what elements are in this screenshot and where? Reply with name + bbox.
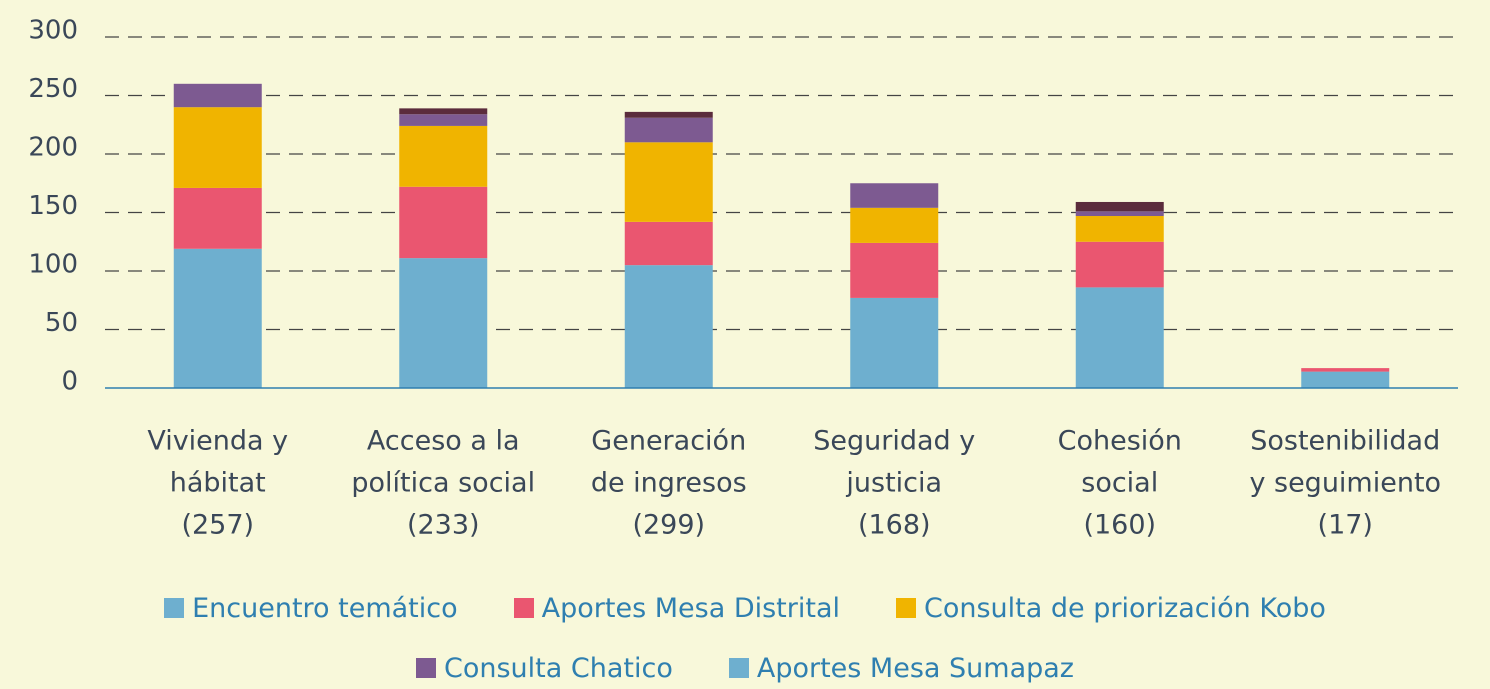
legend-swatch: [896, 598, 916, 618]
bar-segment: [399, 186, 488, 259]
x-tick-label: hábitat: [170, 468, 266, 499]
x-tick-label: y seguimiento: [1249, 468, 1441, 499]
legend-swatch: [164, 598, 185, 618]
chart: 0 50 100 150 200 250 300 Vivienda y hábitat (257)…: [28, 16, 1458, 541]
x-tick-label: social: [1081, 468, 1158, 499]
bar-segment: [850, 183, 939, 208]
bar-segment: [624, 117, 713, 143]
bar-segment: [173, 107, 262, 188]
legend: Encuentro temático Aportes Mesa Distrital…: [100, 588, 1390, 688]
x-tick-label: Cohesión: [1058, 426, 1182, 457]
x-tick-label: (17): [1318, 510, 1373, 541]
x-tick-label: Seguridad y: [813, 426, 975, 457]
y-tick-label: 200: [28, 133, 78, 163]
x-tick-label: justicia: [845, 468, 942, 499]
bar-segment: [399, 258, 488, 388]
bar-segment: [624, 265, 713, 388]
x-tick-label: Sostenibilidad: [1250, 426, 1440, 457]
bar-segment: [850, 242, 939, 298]
legend-item: Aportes Mesa Sumapaz: [728, 648, 1074, 688]
x-tick-label: (160): [1083, 510, 1156, 541]
legend-label: Aportes Mesa Distrital: [541, 592, 840, 624]
bar-segment: [1075, 201, 1164, 212]
legend-item: Consulta Chatico: [416, 648, 673, 688]
bar-segment: [1301, 368, 1390, 372]
x-tick-label: (168): [858, 510, 931, 541]
bar-segment: [624, 142, 713, 222]
x-tick-label: Acceso a la: [367, 426, 520, 457]
bar-segment: [1075, 287, 1164, 388]
bar-segment: [850, 297, 939, 388]
legend-swatch: [416, 658, 436, 678]
y-tick-label: 100: [28, 250, 78, 280]
legend-item: Encuentro temático: [164, 588, 458, 628]
y-tick-label: 50: [45, 308, 78, 338]
bar-segment: [850, 207, 939, 243]
y-tick-label: 250: [28, 74, 78, 104]
bar-segment: [624, 221, 713, 266]
bar-segment: [173, 248, 262, 388]
bar-segment: [399, 125, 488, 187]
x-tick-label: Vivienda y: [147, 426, 288, 457]
legend-swatch: [728, 658, 749, 678]
legend-item: Aportes Mesa Distrital: [513, 588, 840, 628]
x-tick-label: política social: [351, 468, 535, 499]
legend-label: Encuentro temático: [192, 592, 458, 624]
x-tick-label: de ingresos: [591, 468, 747, 499]
y-tick-label: 0: [61, 367, 78, 397]
legend-label: Consulta de priorización Kobo: [924, 592, 1326, 624]
x-tick-label: (299): [632, 510, 705, 541]
bar-segment: [1075, 216, 1164, 242]
y-tick-label: 150: [28, 191, 78, 221]
legend-item: Consulta de priorización Kobo: [896, 588, 1326, 628]
bar-segment: [624, 111, 713, 118]
bar-segment: [399, 114, 488, 126]
bar-segment: [1075, 211, 1164, 217]
bar-segment: [173, 83, 262, 108]
bar-segment: [1075, 241, 1164, 288]
x-tick-label: Generación: [591, 426, 746, 457]
bar-segment: [399, 108, 488, 115]
bar-segment: [1301, 371, 1390, 388]
x-tick-label: (233): [407, 510, 480, 541]
x-tick-label: (257): [181, 510, 254, 541]
bar-segment: [173, 187, 262, 249]
y-tick-label: 300: [28, 16, 78, 46]
legend-label: Aportes Mesa Sumapaz: [756, 652, 1074, 684]
legend-swatch: [513, 598, 534, 618]
legend-label: Consulta Chatico: [444, 652, 673, 684]
